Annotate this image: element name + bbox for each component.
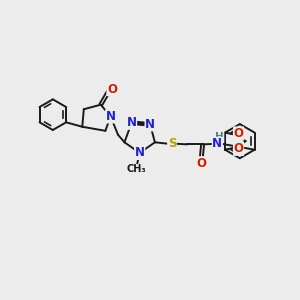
Text: N: N <box>145 118 155 131</box>
Text: O: O <box>234 142 244 155</box>
Text: N: N <box>212 137 222 150</box>
Text: N: N <box>127 116 136 129</box>
Text: H: H <box>215 132 224 142</box>
Text: O: O <box>234 127 244 140</box>
Text: CH₃: CH₃ <box>127 164 147 174</box>
Text: O: O <box>107 82 117 96</box>
Text: N: N <box>106 110 116 123</box>
Text: N: N <box>135 146 145 159</box>
Text: S: S <box>168 137 176 150</box>
Text: O: O <box>196 157 206 170</box>
